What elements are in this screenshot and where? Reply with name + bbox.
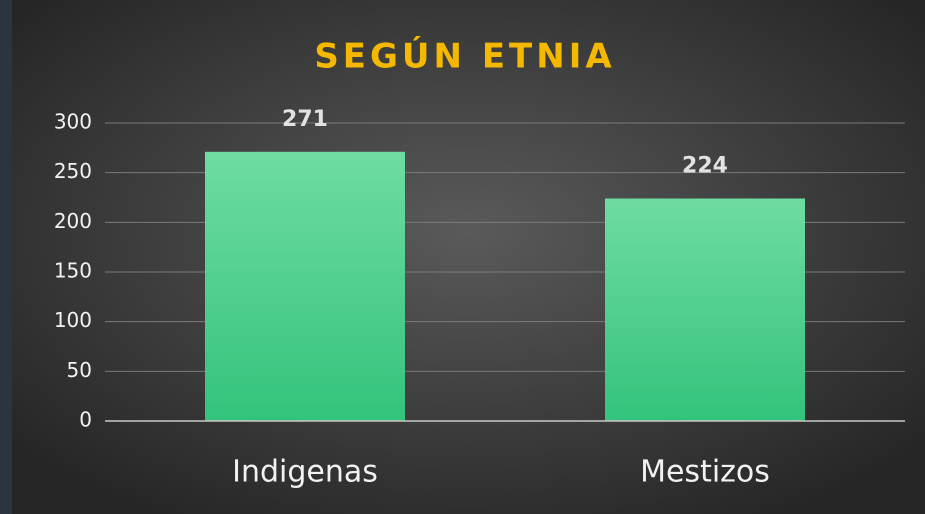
y-tick-label: 250 xyxy=(54,159,92,183)
data-label: 224 xyxy=(682,153,728,178)
chart-title: SEGÚN ETNIA xyxy=(314,36,615,77)
y-tick-label: 150 xyxy=(54,259,92,283)
x-tick-label: Indigenas xyxy=(232,455,378,490)
y-tick-label: 300 xyxy=(54,110,92,134)
y-tick-label: 200 xyxy=(54,209,92,233)
y-tick-label: 50 xyxy=(67,358,92,382)
y-tick-label: 100 xyxy=(54,308,92,332)
x-tick-label: Mestizos xyxy=(640,455,770,490)
bar xyxy=(605,198,805,421)
data-label: 271 xyxy=(282,107,328,132)
bar xyxy=(205,151,405,421)
y-tick-label: 0 xyxy=(79,408,92,432)
